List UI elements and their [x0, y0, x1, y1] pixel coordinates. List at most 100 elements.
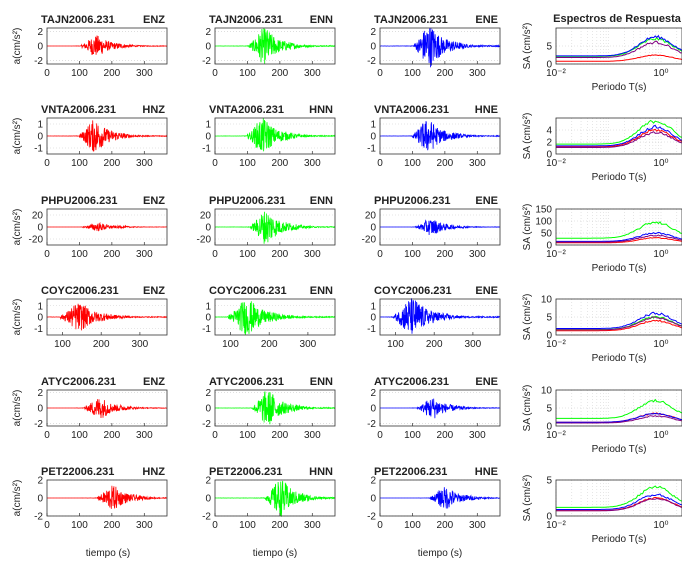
x-tick-label: 100: [71, 430, 88, 441]
x-tick-label: 200: [272, 68, 289, 79]
waveform-e: [379, 27, 501, 68]
station-label: COYC2006.231: [374, 285, 452, 297]
spectrum-n: [556, 485, 682, 508]
y-tick-label: 2: [37, 476, 43, 487]
y-tick-label: 0: [370, 404, 376, 415]
spec-axes-box: [555, 208, 682, 246]
x-tick-label: 200: [272, 158, 289, 169]
spectrum-e: [556, 311, 682, 329]
x-tick-label: 200: [437, 158, 454, 169]
spec-y-tick-label: 150: [535, 205, 552, 216]
y-axis-label: a(cm/s²): [12, 28, 23, 65]
spec-y-tick-label: 2: [546, 138, 552, 149]
axes-box: [46, 298, 168, 336]
spectrum-extra: [556, 497, 682, 512]
y-axis-label: a(cm/s²): [12, 480, 23, 517]
y-tick-label: -1: [367, 324, 376, 335]
y-tick-label: 2: [37, 27, 43, 38]
waveform-n: [215, 117, 336, 152]
station-label: VNTA2006.231: [41, 104, 116, 116]
axes-box: [46, 117, 168, 155]
x-tick-label: 100: [54, 339, 71, 350]
x-tick-label: 300: [136, 430, 153, 441]
time-xlabel-col1: tiempo (s): [86, 548, 130, 559]
x-tick-label: 100: [239, 158, 256, 169]
time-xlabel-col2: tiempo (s): [253, 548, 297, 559]
y-tick-label: -1: [202, 144, 211, 155]
component-label: ENN: [310, 195, 333, 207]
axes-box: [46, 389, 168, 427]
spec-y-tick-label: 5: [546, 404, 552, 415]
station-label: ATYC2006.231: [374, 376, 449, 388]
x-tick-label: 100: [71, 68, 88, 79]
component-label: HNZ: [142, 104, 165, 116]
x-tick-label: 100: [404, 68, 421, 79]
x-tick-label: 100: [404, 520, 421, 531]
y-tick-label: 0: [37, 494, 43, 505]
x-tick-label: 100: [239, 249, 256, 260]
y-tick-label: 20: [365, 211, 377, 222]
x-tick-label: 300: [469, 249, 486, 260]
x-tick-label: 0: [377, 249, 383, 260]
x-tick-label: 0: [212, 249, 218, 260]
spec-axes-box: [555, 117, 682, 155]
spec-x-tick-label: 10⁰: [653, 520, 668, 531]
station-label: TAJN2006.231: [209, 14, 283, 26]
y-tick-label: 2: [370, 476, 376, 487]
x-tick-label: 300: [469, 520, 486, 531]
spec-x-axis-label: Periodo T(s): [592, 353, 647, 364]
spectrum-extra: [556, 415, 682, 424]
axes-box: [214, 208, 336, 246]
component-label: HNN: [309, 466, 333, 478]
x-tick-label: 200: [104, 249, 121, 260]
axes-box: [379, 298, 501, 336]
waveform-e: [380, 487, 501, 509]
y-tick-label: 2: [370, 27, 376, 38]
spec-y-axis-label: SA (cm/s²): [522, 294, 533, 341]
spec-y-tick-label: 0: [546, 422, 552, 433]
component-label: ENE: [475, 195, 498, 207]
spectrum-n: [556, 119, 682, 145]
x-tick-label: 300: [136, 249, 153, 260]
x-tick-label: 0: [44, 520, 50, 531]
waveform-n: [214, 391, 336, 425]
spectrum-e: [556, 493, 682, 510]
x-tick-label: 200: [272, 520, 289, 531]
y-tick-label: -2: [34, 512, 43, 523]
spec-x-axis-label: Periodo T(s): [592, 82, 647, 93]
x-tick-label: 100: [71, 249, 88, 260]
y-tick-label: 1: [370, 301, 376, 312]
waveform-z: [46, 303, 167, 331]
spectra-title: Espectros de Respuesta: [553, 13, 682, 25]
component-label: ENZ: [143, 285, 165, 297]
spectrum-n: [556, 398, 682, 419]
y-axis-label: a(cm/s²): [12, 299, 23, 336]
time-xlabel-col3: tiempo (s): [418, 548, 462, 559]
axes-box: [214, 27, 336, 65]
x-tick-label: 0: [377, 430, 383, 441]
station-label: PHPU2006.231: [41, 195, 117, 207]
y-tick-label: 0: [370, 42, 376, 53]
spec-y-tick-label: 10: [541, 386, 553, 397]
spectrum-z: [556, 54, 682, 62]
axes-box: [46, 208, 168, 246]
x-tick-label: 100: [404, 430, 421, 441]
spec-y-tick-label: 0: [546, 512, 552, 523]
station-label: PHPU2006.231: [209, 195, 285, 207]
waveform-z: [47, 485, 168, 509]
component-label: ENE: [475, 376, 498, 388]
x-tick-label: 100: [239, 68, 256, 79]
x-tick-label: 300: [304, 68, 321, 79]
y-axis-label: a(cm/s²): [12, 209, 23, 246]
y-tick-label: 1: [37, 120, 43, 131]
y-axis-label: a(cm/s²): [12, 118, 23, 155]
y-tick-label: 1: [205, 120, 211, 131]
spec-x-tick-label: 10⁻²: [546, 520, 566, 531]
waveform-z: [46, 120, 167, 152]
axes-box: [379, 389, 501, 427]
x-tick-label: 200: [104, 520, 121, 531]
x-tick-label: 200: [93, 339, 110, 350]
x-tick-label: 300: [300, 339, 317, 350]
component-label: ENZ: [143, 195, 165, 207]
